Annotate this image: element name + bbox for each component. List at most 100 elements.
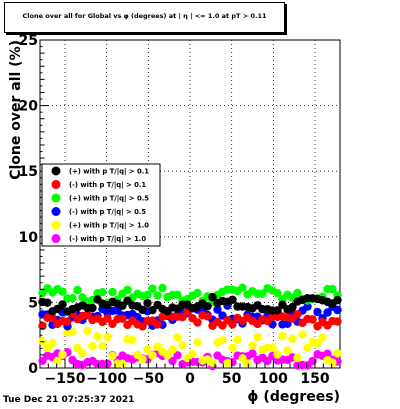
data-point — [128, 335, 137, 345]
legend-label: (-) with p T/|q| > 1.0 — [69, 235, 146, 244]
data-point — [283, 346, 292, 355]
legend: (+) with p T/|q| > 0.1 (-) with p T/|q| >… — [41, 163, 161, 247]
data-point — [303, 302, 312, 311]
y-axis-label: Clone over all (%) — [8, 40, 24, 180]
data-point — [88, 303, 97, 313]
data-point — [173, 333, 182, 342]
y-tick-label: 5 — [28, 295, 38, 311]
data-point — [118, 314, 127, 323]
data-point — [178, 312, 187, 322]
data-point — [193, 318, 202, 327]
data-point — [123, 285, 132, 295]
y-tick-label: 15 — [19, 164, 38, 180]
legend-marker — [51, 234, 61, 243]
data-point — [193, 288, 202, 298]
data-point — [148, 305, 157, 315]
data-point — [143, 345, 152, 354]
data-point — [288, 334, 297, 343]
chart-title: Clone over all for Global vs φ (degrees)… — [22, 12, 267, 20]
data-point — [168, 356, 177, 366]
data-point — [138, 355, 147, 364]
data-point — [103, 314, 112, 323]
data-point — [58, 300, 67, 309]
data-point — [148, 284, 157, 293]
data-point — [68, 294, 77, 303]
data-point — [293, 288, 302, 298]
data-point — [73, 285, 82, 295]
data-point — [48, 338, 57, 348]
legend-marker — [51, 180, 61, 189]
data-point — [308, 315, 317, 324]
data-point — [238, 283, 247, 292]
x-tick-label: −50 — [133, 371, 164, 387]
data-point — [323, 308, 332, 317]
data-point — [303, 343, 312, 352]
legend-marker — [51, 207, 61, 216]
data-point — [153, 291, 162, 300]
data-point — [218, 321, 227, 330]
legend-box — [41, 163, 161, 247]
data-point — [108, 287, 117, 297]
data-point — [138, 305, 147, 315]
data-point — [228, 343, 237, 353]
y-tick-label: 25 — [19, 33, 38, 49]
data-point — [138, 322, 147, 331]
data-point — [153, 320, 162, 329]
data-point — [258, 289, 267, 298]
x-axis-label: ϕ (degrees) — [247, 389, 340, 405]
data-point — [83, 310, 92, 319]
data-point — [228, 320, 237, 329]
data-point — [98, 287, 107, 297]
legend-marker — [51, 220, 61, 230]
axes: −150 −100 −50 0 50 100 150 0 5 10 15 20 25 — [19, 33, 333, 387]
data-point — [173, 351, 182, 360]
data-point — [143, 290, 152, 299]
data-point — [98, 341, 107, 351]
data-point — [193, 338, 202, 347]
data-point — [213, 305, 222, 314]
data-point — [253, 332, 262, 342]
legend-label: (+) with p T/|q| > 0.5 — [69, 195, 149, 204]
data-point — [238, 354, 247, 363]
data-point — [223, 358, 232, 368]
data-point — [78, 348, 87, 358]
legend-marker — [51, 166, 61, 176]
data-point — [168, 345, 177, 354]
data-point — [243, 359, 252, 368]
data-point — [148, 351, 157, 360]
data-point — [218, 336, 227, 345]
y-tick-label: 0 — [28, 361, 38, 377]
x-tick-label: 100 — [259, 371, 288, 387]
data-point — [188, 349, 197, 359]
data-point — [143, 298, 152, 308]
data-point — [313, 307, 322, 317]
data-point — [103, 359, 112, 368]
data-point — [88, 342, 97, 351]
data-point — [333, 295, 342, 305]
data-point — [228, 295, 237, 304]
legend-label: (-) with p T/|q| > 0.5 — [69, 208, 146, 217]
data-point — [328, 358, 337, 367]
data-point — [273, 350, 282, 359]
data-point — [58, 287, 67, 296]
x-tick-label: 150 — [300, 371, 329, 387]
date-stamp: Tue Dec 21 07:25:37 2021 — [3, 395, 135, 405]
data-point — [48, 313, 57, 323]
data-point — [203, 302, 212, 311]
legend-label: (+) with p T/|q| > 0.1 — [69, 168, 149, 177]
chart-title-box: Clone over all for Global vs φ (degrees)… — [4, 2, 285, 33]
legend-label: (+) with p T/|q| > 1.0 — [69, 222, 149, 231]
data-point — [288, 302, 297, 312]
data-point — [63, 317, 72, 326]
data-point — [208, 292, 217, 302]
x-tick-label: −100 — [86, 371, 127, 387]
data-point — [328, 284, 337, 294]
data-point — [333, 305, 342, 315]
data-point — [268, 343, 277, 352]
data-point — [173, 290, 182, 299]
data-point — [203, 312, 212, 321]
data-point — [118, 359, 127, 369]
x-tick-label: 50 — [222, 371, 242, 387]
data-point — [233, 335, 242, 344]
